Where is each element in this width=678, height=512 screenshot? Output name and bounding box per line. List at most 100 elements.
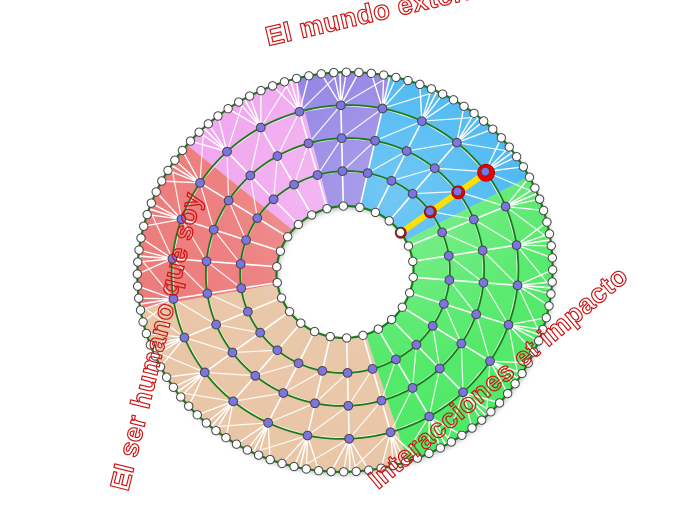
tree-node-branch[interactable] — [289, 179, 299, 190]
tree-node-leaf[interactable] — [157, 176, 167, 186]
tree-node-leaf[interactable] — [192, 410, 202, 420]
tree-node-leaf[interactable] — [329, 67, 339, 78]
tree-node-leaf[interactable] — [391, 72, 401, 83]
tree-node-branch[interactable] — [310, 398, 320, 409]
tree-node-branch[interactable] — [202, 288, 213, 299]
tree-node-root[interactable] — [282, 232, 293, 242]
tree-node-root[interactable] — [373, 324, 383, 334]
tree-node-leaf[interactable] — [338, 467, 349, 477]
tree-node-branch[interactable] — [227, 347, 238, 358]
tree-node-branch[interactable] — [195, 177, 205, 188]
tree-node-branch[interactable] — [500, 201, 511, 212]
tree-node-root[interactable] — [395, 227, 406, 238]
tree-node-root[interactable] — [272, 277, 282, 288]
tree-node-branch[interactable] — [451, 137, 462, 148]
tree-node-leaf[interactable] — [194, 127, 204, 137]
tree-node-leaf[interactable] — [133, 257, 143, 267]
tree-node-leaf[interactable] — [135, 305, 146, 315]
tree-node-branch[interactable] — [480, 166, 491, 177]
tree-node-root[interactable] — [322, 203, 332, 214]
tree-node-branch[interactable] — [512, 280, 523, 291]
tree-node-leaf[interactable] — [244, 91, 255, 101]
tree-node-leaf[interactable] — [467, 423, 477, 433]
tree-node-branch[interactable] — [444, 275, 455, 285]
tree-node-leaf[interactable] — [544, 301, 554, 311]
tree-node-leaf[interactable] — [234, 97, 244, 107]
tree-node-leaf[interactable] — [376, 463, 386, 473]
tree-node-branch[interactable] — [416, 116, 427, 127]
tree-node-branch[interactable] — [344, 433, 355, 444]
tree-node-leaf[interactable] — [478, 116, 489, 126]
tree-node-leaf[interactable] — [203, 119, 213, 129]
tree-node-branch[interactable] — [294, 106, 305, 117]
tree-node-leaf[interactable] — [163, 165, 173, 176]
tree-node-leaf[interactable] — [151, 187, 161, 197]
tree-node-leaf[interactable] — [155, 362, 166, 372]
tree-node-branch[interactable] — [401, 146, 412, 156]
tree-node-branch[interactable] — [168, 293, 179, 304]
tree-node-leaf[interactable] — [529, 347, 539, 357]
tree-node-branch[interactable] — [434, 363, 445, 374]
tree-node-leaf[interactable] — [304, 71, 314, 81]
tree-node-branch[interactable] — [391, 354, 401, 365]
tree-node-root[interactable] — [272, 262, 282, 272]
tree-node-branch[interactable] — [236, 283, 247, 294]
tree-node-leaf[interactable] — [146, 198, 157, 208]
tree-node-leaf[interactable] — [145, 340, 156, 350]
tree-node-leaf[interactable] — [459, 101, 469, 112]
tree-node-leaf[interactable] — [267, 81, 278, 91]
tree-node-leaf[interactable] — [426, 84, 437, 94]
tree-node-leaf[interactable] — [139, 221, 149, 231]
tree-node-root[interactable] — [307, 210, 317, 220]
tree-node-leaf[interactable] — [546, 289, 556, 299]
tree-node-leaf[interactable] — [291, 73, 302, 84]
highlight-edge[interactable] — [397, 169, 490, 236]
tree-node-leaf[interactable] — [496, 133, 506, 143]
tree-node-branch[interactable] — [211, 319, 222, 330]
tree-node-leaf[interactable] — [141, 328, 152, 339]
tree-node-branch[interactable] — [255, 327, 266, 338]
tree-node-branch[interactable] — [335, 100, 346, 111]
tree-node-branch[interactable] — [303, 138, 314, 149]
tree-node-root[interactable] — [275, 246, 286, 256]
tree-node-root[interactable] — [403, 241, 414, 251]
tree-node-branch[interactable] — [386, 175, 397, 186]
tree-node-branch[interactable] — [478, 277, 489, 288]
tree-node-leaf[interactable] — [510, 379, 520, 389]
tree-node-branch[interactable] — [302, 430, 313, 441]
tree-node-branch[interactable] — [437, 227, 448, 238]
tree-node-leaf[interactable] — [289, 461, 299, 472]
tree-node-leaf[interactable] — [437, 89, 448, 99]
tree-node-leaf[interactable] — [351, 466, 361, 477]
tree-node-branch[interactable] — [199, 367, 210, 378]
tree-node-branch[interactable] — [503, 319, 514, 330]
tree-nodes-layer[interactable] — [132, 67, 558, 477]
tree-node-leaf[interactable] — [242, 445, 253, 455]
tree-node-leaf[interactable] — [533, 336, 544, 346]
tree-node-branch[interactable] — [208, 224, 219, 235]
tree-node-leaf[interactable] — [253, 450, 264, 460]
tree-node-leaf[interactable] — [213, 111, 223, 121]
tree-node-branch[interactable] — [179, 332, 190, 343]
tree-node-branch[interactable] — [250, 370, 261, 381]
tree-node-root[interactable] — [397, 302, 408, 312]
tree-node-branch[interactable] — [343, 400, 354, 411]
tree-node-root[interactable] — [408, 272, 418, 282]
tree-node-leaf[interactable] — [446, 437, 456, 447]
tree-node-branch[interactable] — [485, 356, 495, 367]
tree-node-leaf[interactable] — [185, 136, 196, 146]
tree-node-branch[interactable] — [367, 364, 378, 374]
tree-node-leaf[interactable] — [379, 70, 389, 80]
tree-node-leaf[interactable] — [542, 217, 552, 227]
tree-node-leaf[interactable] — [435, 443, 446, 453]
tree-node-leaf[interactable] — [504, 142, 514, 152]
tree-node-leaf[interactable] — [132, 281, 143, 291]
tree-node-branch[interactable] — [167, 253, 178, 264]
tree-node-leaf[interactable] — [134, 293, 144, 303]
tree-node-branch[interactable] — [385, 427, 396, 438]
tree-node-branch[interactable] — [471, 309, 482, 320]
tree-node-branch[interactable] — [407, 188, 418, 199]
tree-node-branch[interactable] — [443, 250, 454, 261]
tree-node-root[interactable] — [408, 256, 418, 267]
tree-node-root[interactable] — [325, 331, 335, 342]
